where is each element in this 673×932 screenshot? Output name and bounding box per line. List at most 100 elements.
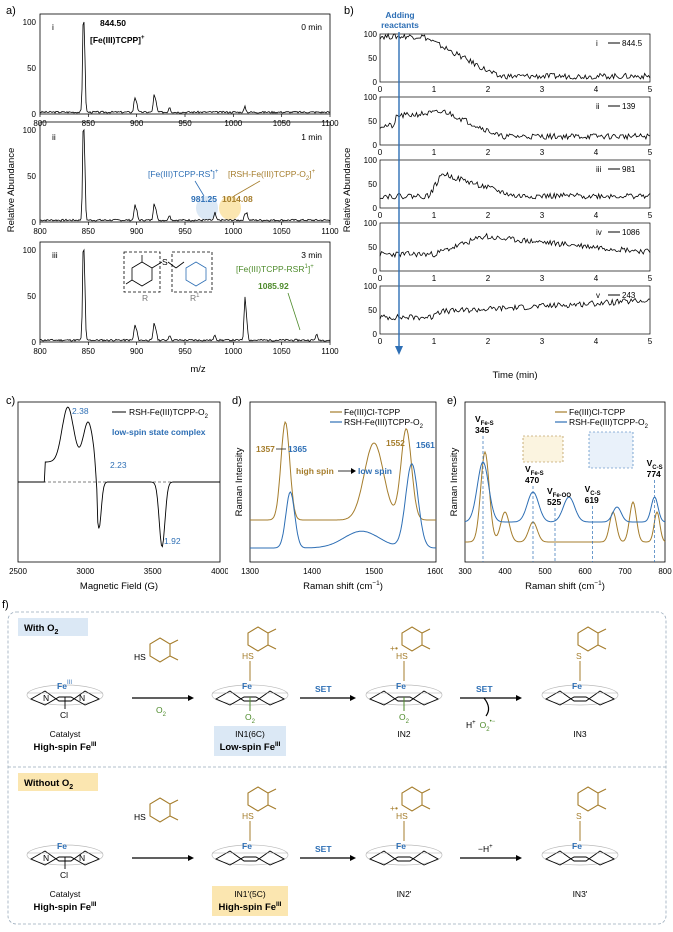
trace-xtick: 3 <box>540 85 545 94</box>
raman-d-fecl-trace <box>250 420 436 521</box>
trace-roman: iv <box>596 228 602 237</box>
ms-xtick: 1000 <box>224 347 242 356</box>
trace-xtick: 1 <box>432 337 437 346</box>
high-spin-label: high spin <box>296 466 334 476</box>
ms-i-time: 0 min <box>301 22 322 32</box>
ms-xtick: 900 <box>130 119 144 128</box>
trace-ytick: 100 <box>364 93 378 102</box>
mechanism-frame <box>7 611 667 925</box>
in2-o2: O2 <box>399 712 410 725</box>
trace-ii <box>379 109 651 141</box>
set-step-2: SET <box>476 684 493 694</box>
panel-e-raman: e) Raman Intensity VFe-S345VFe-S470VFe-O… <box>447 395 672 592</box>
raman-d-legend1: Fe(III)Cl-TCPP <box>344 407 401 417</box>
panel-a-ylabel: Relative Abundance <box>6 148 17 233</box>
ms-subplot-ii: ii 1 min [Fe(III)TCPP-RS•]+ [RSH-Fe(III)… <box>23 121 339 236</box>
raman-e-peak-value: 774 <box>647 469 661 479</box>
g-value-2: 2.23 <box>110 460 127 470</box>
trace-xtick: 3 <box>540 274 545 283</box>
raman-e-legend1: Fe(III)Cl-TCPP <box>569 407 626 417</box>
ms-xtick: 850 <box>82 347 96 356</box>
trace-xtick: 2 <box>486 85 491 94</box>
ms-xtick: 1100 <box>321 347 339 356</box>
thioether-sulfur: S <box>162 257 168 267</box>
in3-s: S <box>576 651 582 661</box>
raman-d-rsh-trace <box>250 463 437 549</box>
trace-legend: 1086 <box>622 228 640 237</box>
trace-subplot-ii: 100 50 00 1 2 3 4 5 ii 139 <box>364 93 653 157</box>
ms-ii-gold-highlight <box>219 196 241 220</box>
cl-atom-2: Cl <box>60 870 68 880</box>
trace-xtick: 4 <box>594 274 599 283</box>
catalyst-spin: High-spin FeIII <box>34 741 97 753</box>
trace-ytick: 0 <box>373 330 378 339</box>
panel-label-a: a) <box>6 5 16 17</box>
trace-xtick: 0 <box>378 211 383 220</box>
panel-c-xlabel: Magnetic Field (G) <box>80 581 158 592</box>
low-spin-label: low spin <box>358 466 392 476</box>
in3p-fe: Fe <box>572 841 582 851</box>
catalyst-label: Catalyst <box>50 729 81 739</box>
without-o2-title: Without O2 <box>24 778 73 791</box>
raman-e-xtick: 300 <box>458 567 472 576</box>
in1-label: IN1(6C) <box>235 729 265 739</box>
in1p-spin: High-spin FeIII <box>219 901 282 913</box>
panel-d-xlabel: Raman shift (cm−1) <box>303 580 383 592</box>
trace-ytick: 50 <box>368 306 377 315</box>
panel-d-raman: d) Raman Intensity Fe(III)Cl-TCPP RSH-Fe… <box>232 395 443 592</box>
panel-b-time-traces: b) Relative Abundance Time (min) Adding … <box>342 5 653 381</box>
raman-d-xtick: 1300 <box>241 567 259 576</box>
trace-ytick: 100 <box>364 156 378 165</box>
panel-a-ms-spectra: a) Relative Abundance m/z i 0 min 844.50… <box>6 5 339 375</box>
in1-o2: O2 <box>245 712 256 725</box>
in2p-label: IN2' <box>397 889 412 899</box>
trace-iv <box>379 232 651 259</box>
trace-xtick: 4 <box>594 337 599 346</box>
trace-xtick: 5 <box>648 85 653 94</box>
panel-b-xlabel: Time (min) <box>492 370 537 381</box>
panel-label-e: e) <box>447 395 457 407</box>
ms-xtick: 850 <box>82 119 96 128</box>
raman-d-xtick: 1600 <box>427 567 443 576</box>
r-group-label: R <box>142 293 148 303</box>
ms-xtick: 1000 <box>224 227 242 236</box>
trace-roman: i <box>596 39 598 48</box>
cl-atom: Cl <box>60 710 68 720</box>
ms-xtick: 1100 <box>321 227 339 236</box>
trace-xtick: 1 <box>432 274 437 283</box>
raman-e-peak-label: VFe-S <box>475 414 494 427</box>
trace-xtick: 1 <box>432 211 437 220</box>
in1p-label: IN1'(5C) <box>234 889 266 899</box>
ms-ytick: 0 <box>32 338 37 347</box>
set-step-1: SET <box>315 684 332 694</box>
in1-highlight <box>214 726 286 756</box>
panel-label-c: c) <box>6 395 15 407</box>
trace-ytick: 100 <box>364 219 378 228</box>
intermediate-in3-prime: Fe S <box>541 786 619 866</box>
n-atom: N <box>43 693 49 703</box>
raman-e-xtick: 800 <box>658 567 672 576</box>
in2-fe: Fe <box>396 681 406 691</box>
raman-e-peak-label: VFe-OO <box>547 486 571 499</box>
ms-ii-peak-gold: 1014.08 <box>222 194 253 204</box>
thioether-structure <box>123 251 213 293</box>
panel-label-b: b) <box>344 5 354 17</box>
ms-ytick: 100 <box>23 246 37 255</box>
thiol-reagent <box>149 637 179 663</box>
in1-fe: Fe <box>242 681 252 691</box>
ms-xtick: 900 <box>130 347 144 356</box>
adding-reactants-arrowhead <box>395 346 403 355</box>
thiol-reagent-2 <box>149 797 179 823</box>
trace-xtick: 5 <box>648 337 653 346</box>
trace-xtick: 5 <box>648 274 653 283</box>
intermediate-in1-prime: Fe HS <box>211 786 289 866</box>
in1p-fe: Fe <box>242 841 252 851</box>
in1p-highlight <box>212 886 288 916</box>
peak-1561: 1561 <box>416 440 435 450</box>
trace-ytick: 0 <box>373 204 378 213</box>
ms-subplot-i: i 0 min 844.50 [Fe(III)TCPP]+ 800 850 900 9… <box>23 13 339 128</box>
trace-roman: v <box>596 291 600 300</box>
panel-label-d: d) <box>232 395 242 407</box>
trace-subplot-iii: 100 50 00 1 2 3 4 5 iii 981 <box>364 156 653 220</box>
trace-subplot-v: 100 50 00 1 2 3 4 5 v 243 <box>364 282 653 346</box>
